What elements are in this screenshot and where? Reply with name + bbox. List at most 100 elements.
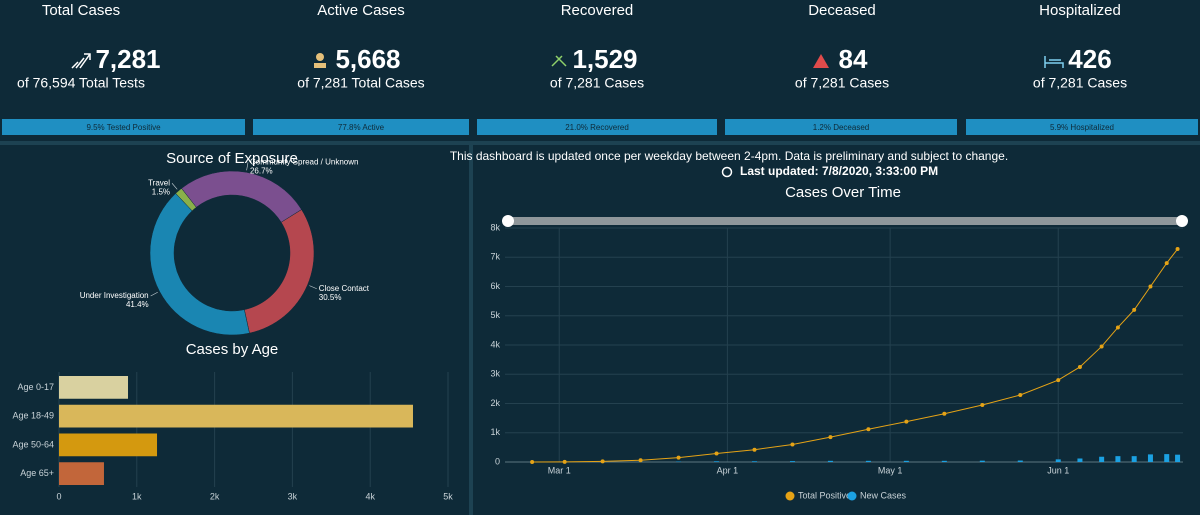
- progress-bar: [253, 119, 469, 135]
- total-point: [714, 451, 719, 456]
- donut-slice: [181, 170, 302, 223]
- card-subtitle: of 7,281 Cases: [1033, 75, 1127, 91]
- legend-swatch: [847, 491, 857, 501]
- divider: [469, 145, 473, 515]
- new-cases-bar: [1164, 454, 1170, 462]
- progress-label: 5.9% Hospitalized: [1050, 123, 1114, 132]
- total-point: [790, 442, 795, 447]
- chart-title: Source of Exposure: [166, 150, 298, 167]
- slice-label: Travel: [148, 178, 170, 187]
- y-tick-label: Age 65+: [20, 468, 54, 478]
- slider-handle[interactable]: [502, 215, 514, 227]
- card-title: Deceased: [808, 2, 876, 19]
- divider: [0, 141, 1200, 145]
- chart-title: Cases by Age: [186, 341, 279, 358]
- donut-slice: [244, 209, 315, 334]
- active-icon: [316, 53, 324, 61]
- new-cases-bar: [979, 460, 985, 462]
- card-title: Recovered: [561, 2, 634, 19]
- y-tick-label: 7k: [490, 252, 500, 262]
- total-point: [1132, 307, 1137, 312]
- new-cases-bar: [903, 460, 909, 462]
- progress-bar: [725, 119, 957, 135]
- card-value: 84: [839, 44, 868, 74]
- new-cases-bar: [789, 461, 795, 462]
- y-tick-label: Age 18-49: [12, 411, 54, 421]
- slice-value: 1.5%: [152, 187, 170, 196]
- total-point: [1077, 364, 1082, 369]
- progress-label: 77.8% Active: [338, 123, 385, 132]
- slice-value: 30.5%: [319, 293, 342, 302]
- total-point: [866, 427, 871, 432]
- bar: [59, 462, 104, 485]
- total-point: [1056, 378, 1061, 383]
- total-point: [1099, 344, 1104, 349]
- notice: This dashboard is updated once per weekd…: [450, 149, 1008, 163]
- total-line: [532, 248, 1178, 463]
- x-tick-label: 4k: [365, 491, 375, 501]
- new-cases-bar: [714, 461, 720, 462]
- total-point: [562, 459, 567, 464]
- bar: [59, 433, 158, 457]
- card-value: 7,281: [95, 44, 160, 74]
- total-point: [828, 435, 833, 440]
- range-slider[interactable]: [508, 217, 1182, 225]
- y-tick-label: 6k: [490, 281, 500, 291]
- card-value: 1,529: [572, 44, 637, 74]
- new-cases-bar: [1131, 456, 1137, 462]
- total-point: [530, 460, 535, 464]
- legend-label: New Cases: [860, 490, 907, 500]
- new-cases-bar: [752, 461, 758, 462]
- progress-label: 9.5% Tested Positive: [86, 123, 161, 132]
- y-tick-label: 5k: [490, 310, 500, 320]
- progress-label: 21.0% Recovered: [565, 123, 629, 132]
- total-point: [1164, 261, 1169, 266]
- card-value: 426: [1068, 44, 1111, 74]
- x-tick-label: 2k: [210, 491, 220, 501]
- card-subtitle: of 7,281 Total Cases: [297, 75, 424, 91]
- slider-handle[interactable]: [1176, 215, 1188, 227]
- last-updated: Last updated: 7/8/2020, 3:33:00 PM: [740, 164, 938, 178]
- card-title: Active Cases: [317, 2, 405, 19]
- x-tick-label: Mar 1: [548, 465, 571, 475]
- card-title: Total Cases: [42, 2, 120, 19]
- bar: [59, 404, 413, 428]
- total-point: [752, 447, 757, 452]
- x-tick-label: Jun 1: [1047, 465, 1069, 475]
- slice-label: Close Contact: [319, 284, 370, 293]
- total-point: [1175, 247, 1180, 252]
- leader-line: [246, 162, 249, 171]
- card-subtitle: of 76,594 Total Tests: [17, 75, 145, 91]
- slice-value: 41.4%: [126, 300, 149, 309]
- x-tick-label: May 1: [878, 465, 903, 475]
- total-point: [600, 459, 605, 464]
- card-value: 5,668: [335, 44, 400, 74]
- card-subtitle: of 7,281 Cases: [795, 75, 889, 91]
- x-tick-label: 1k: [132, 491, 142, 501]
- leader-line: [150, 291, 158, 297]
- progress-bar: [477, 119, 717, 135]
- y-tick-label: 0: [495, 456, 500, 466]
- total-point: [1115, 325, 1120, 330]
- trend-icon: [71, 53, 91, 69]
- deceased-icon: [813, 54, 829, 68]
- bar: [59, 376, 129, 399]
- total-point: [1018, 393, 1023, 398]
- new-cases-bar: [1055, 459, 1061, 462]
- new-cases-bar: [1115, 456, 1121, 462]
- y-tick-label: Age 50-64: [12, 439, 54, 449]
- slice-value: 26.7%: [250, 167, 273, 176]
- y-tick-label: 2k: [490, 398, 500, 408]
- y-tick-label: 4k: [490, 339, 500, 349]
- legend-swatch: [785, 491, 795, 501]
- slice-label: Under Investigation: [80, 291, 149, 300]
- progress-bar: [2, 119, 245, 135]
- progress-bar: [966, 119, 1198, 135]
- total-point: [676, 455, 681, 460]
- leader-line: [171, 183, 178, 190]
- icons: [71, 53, 1064, 178]
- chart-title: Cases Over Time: [785, 184, 901, 201]
- clock-icon: [721, 166, 733, 178]
- active-icon: [314, 63, 326, 68]
